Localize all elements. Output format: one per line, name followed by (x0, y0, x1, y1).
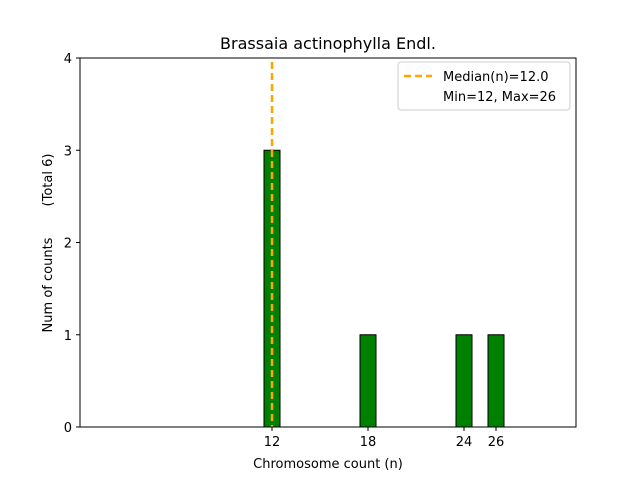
x-tick-label-24: 24 (456, 435, 473, 450)
y-tick-label-0: 0 (64, 421, 72, 436)
y-tick-label-3: 3 (64, 144, 72, 159)
x-tick-label-18: 18 (360, 435, 377, 450)
y-tick-label-2: 2 (64, 237, 72, 252)
legend-box (397, 61, 571, 111)
histogram-bar-24 (455, 334, 473, 428)
legend-median-label: Median(n)=12.0 (443, 70, 549, 85)
y-tick-label-4: 4 (64, 52, 72, 67)
chart-title: Brassaia actinophylla Endl. (220, 34, 436, 53)
y-axis-ticks: 0 1 2 3 4 (64, 52, 80, 436)
x-axis-label: Chromosome count (n) (253, 457, 403, 472)
x-axis-ticks: 12 18 24 26 (264, 427, 505, 450)
y-axis-label: Num of counts (41, 237, 56, 332)
histogram-bar-26 (487, 334, 505, 428)
y-tick-label-1: 1 (64, 329, 72, 344)
legend-min-max-label: Min=12, Max=26 (443, 90, 556, 105)
histogram-bar-18 (359, 334, 377, 428)
x-tick-label-26: 26 (488, 435, 505, 450)
legend: Median(n)=12.0 Min=12, Max=26 (397, 61, 571, 111)
y-axis-total-label: (Total 6) (41, 154, 56, 207)
x-tick-label-12: 12 (264, 435, 281, 450)
